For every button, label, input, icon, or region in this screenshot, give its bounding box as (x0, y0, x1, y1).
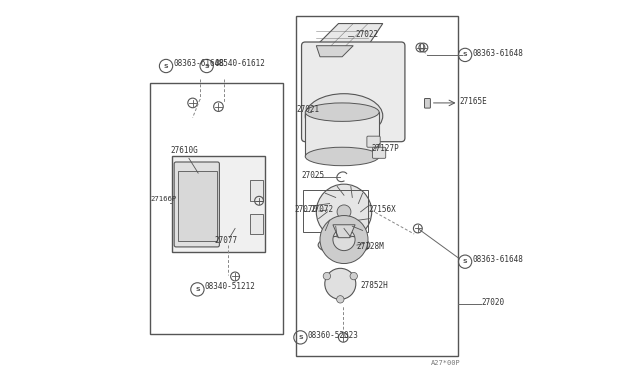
Circle shape (316, 184, 372, 240)
Text: 08363-61648: 08363-61648 (173, 59, 224, 68)
FancyBboxPatch shape (301, 42, 405, 142)
Text: 27166P: 27166P (151, 196, 177, 202)
Circle shape (337, 205, 351, 219)
Text: 08363-61648: 08363-61648 (472, 49, 524, 58)
FancyBboxPatch shape (174, 162, 220, 247)
Polygon shape (316, 23, 383, 46)
FancyBboxPatch shape (372, 147, 386, 158)
Text: 27127P: 27127P (371, 144, 399, 153)
Circle shape (324, 268, 356, 299)
Text: S: S (204, 64, 209, 68)
Text: 27077: 27077 (215, 236, 238, 245)
Text: 27852H: 27852H (360, 280, 388, 289)
Text: S: S (298, 335, 303, 340)
Text: 27025: 27025 (301, 170, 324, 180)
Text: 27020: 27020 (482, 298, 505, 307)
Ellipse shape (305, 147, 379, 166)
Ellipse shape (305, 103, 379, 121)
Bar (250, 214, 263, 234)
Circle shape (337, 296, 344, 303)
FancyBboxPatch shape (367, 136, 380, 147)
Text: S: S (195, 287, 200, 292)
Text: 08363-61648: 08363-61648 (472, 256, 524, 264)
Text: S: S (463, 259, 467, 264)
Text: 27072: 27072 (310, 205, 333, 214)
Text: 27128M: 27128M (357, 242, 385, 251)
Text: 27021: 27021 (296, 105, 319, 114)
Ellipse shape (305, 94, 383, 138)
Text: 27610G: 27610G (170, 146, 198, 155)
Bar (296, 16, 458, 356)
Bar (172, 157, 264, 253)
Text: 27156X: 27156X (369, 205, 397, 214)
Text: S: S (164, 64, 168, 68)
Polygon shape (316, 46, 353, 57)
Text: A27*00P: A27*00P (431, 360, 460, 366)
Bar (305, 112, 379, 157)
Text: 08540-61612: 08540-61612 (214, 59, 265, 68)
Wedge shape (320, 215, 368, 263)
Text: S: S (463, 52, 467, 57)
Bar (303, 190, 368, 232)
Text: 08340-51212: 08340-51212 (205, 282, 255, 291)
Ellipse shape (318, 236, 370, 254)
Text: 27070: 27070 (294, 205, 317, 214)
Text: 27022: 27022 (355, 30, 378, 39)
Bar (150, 83, 283, 334)
Circle shape (350, 272, 357, 280)
Bar (178, 171, 216, 241)
Circle shape (323, 272, 331, 280)
Polygon shape (333, 225, 355, 238)
FancyBboxPatch shape (424, 99, 430, 108)
Text: 27165E: 27165E (460, 97, 487, 106)
Bar (250, 180, 263, 201)
Text: 08360-52023: 08360-52023 (308, 331, 358, 340)
